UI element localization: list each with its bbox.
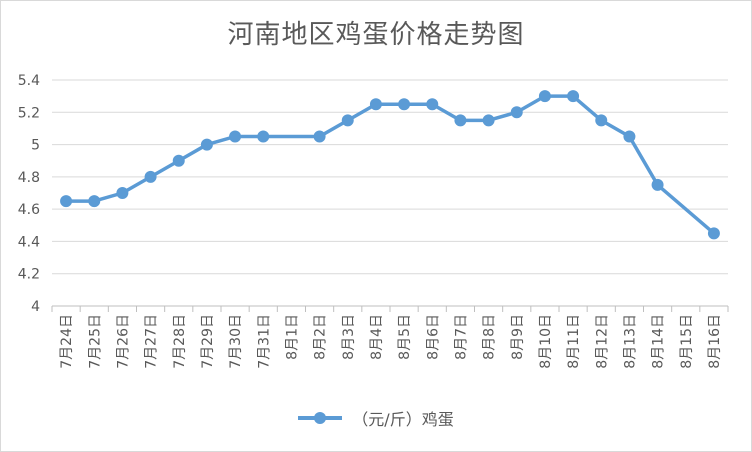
x-tick-label: 8月3日 (341, 314, 357, 360)
x-tick-label: 8月8日 (482, 314, 498, 360)
legend-swatch (298, 412, 343, 424)
x-tick-label: 7月29日 (200, 314, 216, 369)
y-tick-label: 4 (31, 299, 40, 315)
data-point (595, 114, 608, 127)
x-tick-label: 8月16日 (707, 314, 723, 369)
y-tick-label: 5 (31, 138, 40, 154)
x-tick-label: 7月27日 (144, 314, 160, 369)
chart-title: 河南地区鸡蛋价格走势图 (227, 20, 525, 50)
data-point (200, 138, 213, 151)
y-tick-label: 5.2 (18, 105, 40, 121)
x-tick-label: 8月6日 (425, 314, 441, 360)
x-tick-label: 8月4日 (369, 314, 385, 360)
data-point (510, 106, 523, 119)
y-tick-label: 4.6 (18, 202, 40, 218)
data-point (172, 154, 185, 167)
x-tick-label: 8月12日 (594, 314, 610, 369)
data-point (623, 130, 636, 143)
x-tick-label: 7月31日 (256, 314, 272, 369)
data-point (482, 114, 495, 127)
x-tick-label: 8月10日 (538, 314, 554, 369)
data-point (116, 187, 129, 199)
data-point (257, 130, 270, 143)
legend: （元/斤）鸡蛋 (0, 405, 752, 430)
x-tick-label: 7月28日 (172, 314, 188, 369)
x-tick-label: 8月15日 (679, 314, 695, 369)
x-tick-label: 8月9日 (510, 314, 526, 360)
x-tick-label: 7月25日 (87, 314, 103, 369)
data-point (567, 90, 580, 103)
data-point (229, 130, 242, 143)
data-point (454, 114, 467, 127)
x-tick-label: 8月5日 (397, 314, 413, 360)
x-tick-label: 8月11日 (566, 314, 582, 369)
data-point (88, 195, 101, 208)
data-point (369, 98, 382, 111)
data-point (144, 170, 157, 183)
data-point (538, 90, 551, 103)
y-tick-label: 4.8 (18, 170, 40, 186)
y-tick-label: 4.4 (18, 234, 40, 250)
data-point (60, 195, 73, 208)
x-tick-label: 8月13日 (622, 314, 638, 369)
data-point (707, 227, 720, 240)
x-tick-label: 7月24日 (59, 314, 75, 369)
data-point (651, 178, 664, 191)
data-point (426, 98, 439, 111)
x-tick-label: 8月7日 (453, 314, 469, 360)
x-tick-label: 8月2日 (313, 314, 329, 360)
y-tick-label: 4.2 (18, 267, 40, 283)
data-point (341, 114, 354, 127)
y-tick-label: 5.4 (18, 73, 40, 89)
data-point (313, 130, 326, 143)
data-point (398, 98, 411, 111)
x-tick-label: 7月26日 (115, 314, 131, 369)
x-tick-label: 7月30日 (228, 314, 244, 369)
series-line (64, 94, 716, 236)
x-tick-label: 8月14日 (651, 314, 667, 369)
legend-label: （元/斤）鸡蛋 (352, 410, 454, 429)
x-tick-label: 8月1日 (284, 314, 300, 360)
